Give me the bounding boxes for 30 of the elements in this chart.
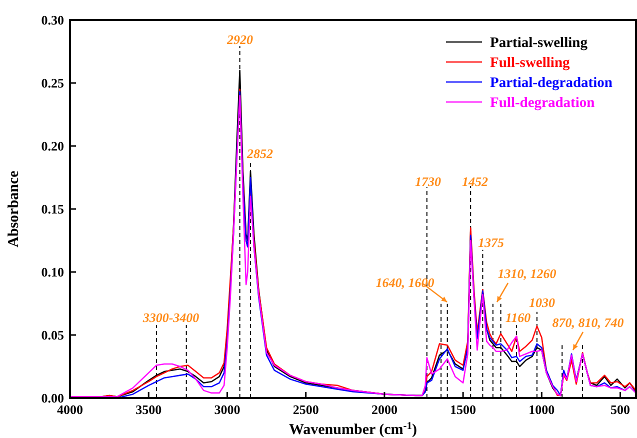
annotation: 1030	[529, 295, 556, 310]
y-tick-label: 0.10	[41, 264, 64, 280]
annotation: 870, 810, 740	[552, 315, 624, 330]
legend-label: Partial-swelling	[490, 35, 588, 51]
x-tick-label: 3500	[136, 402, 162, 417]
y-tick-label: 0.15	[41, 202, 64, 216]
annotation: 1160	[505, 310, 532, 325]
y-tick-label: 0.20	[41, 138, 64, 154]
annotation: 3300-3400	[142, 310, 200, 325]
y-axis-title: Absorbance	[6, 170, 22, 248]
annotation: 1310, 1260	[498, 266, 557, 281]
x-tick-label: 1000	[528, 402, 555, 417]
annotation: 1375	[478, 235, 504, 250]
annotation: 1730	[415, 174, 442, 189]
x-tick-label: 1500	[450, 402, 476, 417]
annotation: 1640, 1600	[376, 275, 435, 290]
x-axis-title: Wavenumber (cm$^{-1}$)	[288, 420, 418, 438]
annotation: 1452	[462, 174, 488, 189]
x-tick-label: 500	[610, 402, 630, 417]
x-tick-label: 3000	[214, 402, 240, 417]
x-tick-label: 2000	[371, 402, 398, 417]
annotation: 2920	[226, 32, 254, 47]
legend-label: Full-swelling	[490, 55, 571, 71]
y-tick-label: 0.25	[41, 76, 64, 90]
y-tick-label: 0.05	[41, 328, 64, 342]
legend-label: Partial-degradation	[490, 75, 612, 91]
legend-label: Full-degradation	[490, 95, 595, 111]
y-tick-label: 0.30	[41, 12, 64, 28]
x-tick-label: 2500	[292, 402, 319, 417]
annotation: 2852	[246, 146, 274, 161]
